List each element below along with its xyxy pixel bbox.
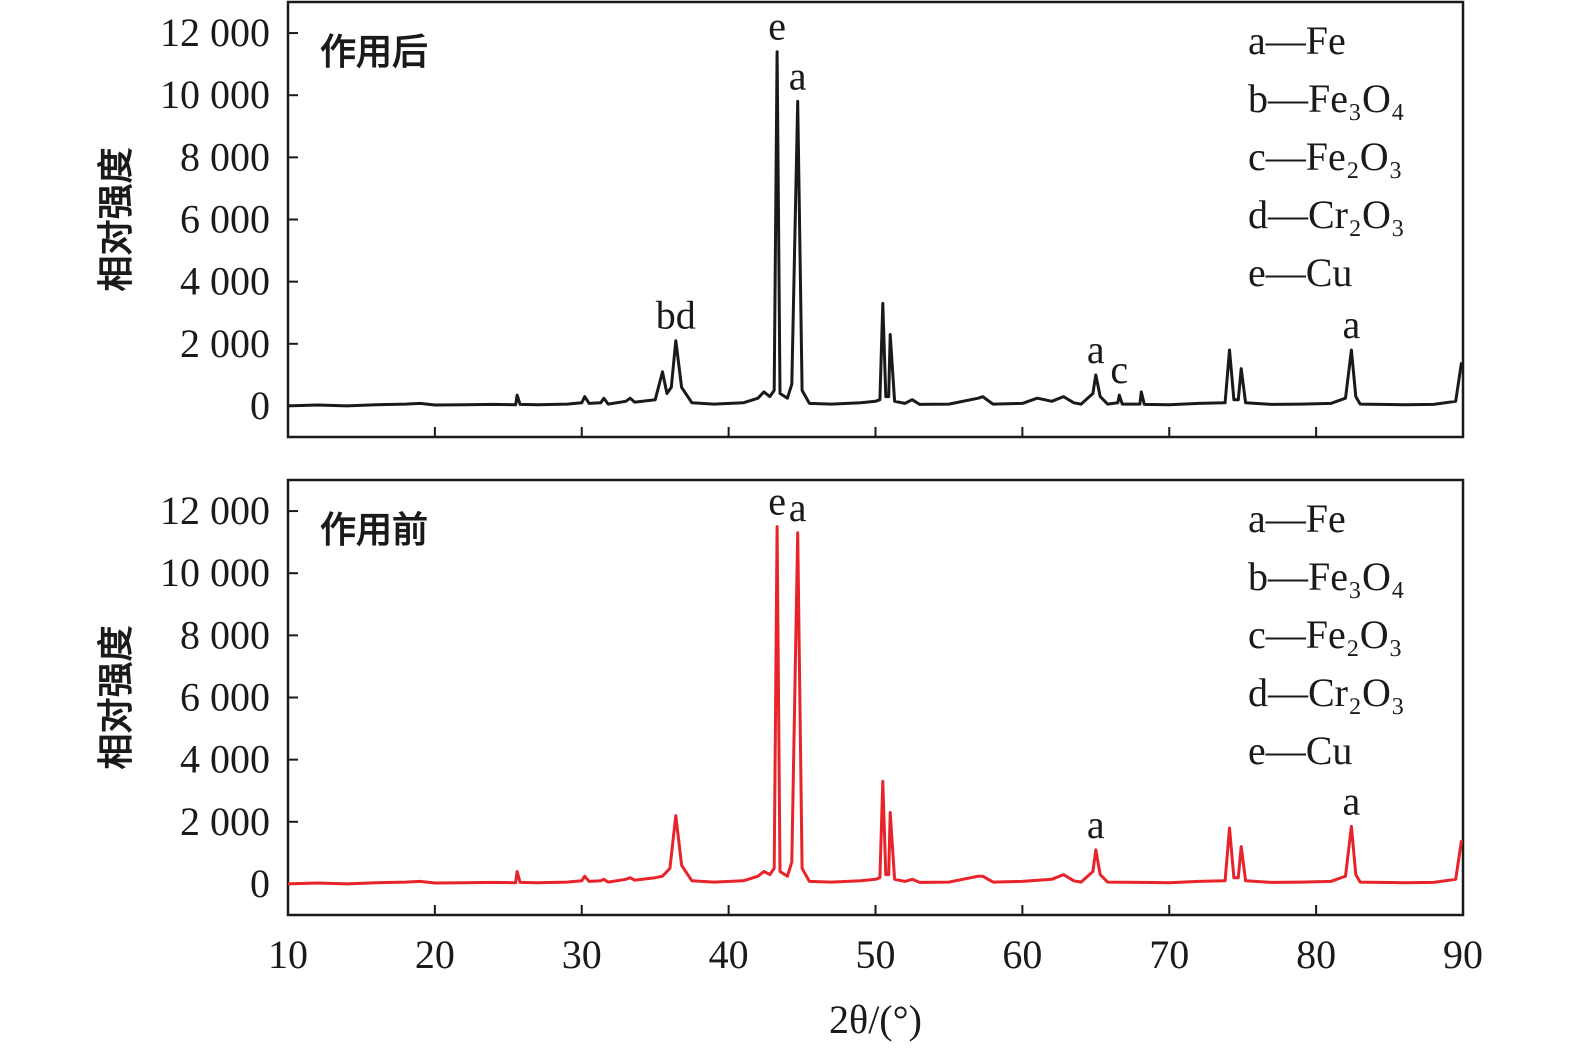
- x-axis-label: 2θ/(°): [829, 997, 922, 1042]
- legend-entry: d—Cr₂O₃: [1248, 192, 1405, 237]
- y-tick-label: 4 000: [180, 737, 270, 782]
- y-tick-label: 12 000: [160, 10, 270, 55]
- y-tick-label: 10 000: [160, 550, 270, 595]
- legend-entry: a—Fe: [1248, 496, 1346, 541]
- x-tick-label: 30: [562, 932, 602, 977]
- x-tick-label: 50: [856, 932, 896, 977]
- y-tick-label: 4 000: [180, 259, 270, 304]
- x-tick-label: 60: [1002, 932, 1042, 977]
- y-tick-label: 12 000: [160, 488, 270, 533]
- x-tick-label: 10: [268, 932, 308, 977]
- legend-entry: e—Cu: [1248, 250, 1352, 295]
- legend-entry: c—Fe₂O₃: [1248, 134, 1403, 179]
- peak-label: a: [789, 53, 807, 98]
- peak-label: c: [1110, 347, 1128, 392]
- x-tick-label: 70: [1149, 932, 1189, 977]
- y-tick-label: 10 000: [160, 72, 270, 117]
- y-tick-label: 8 000: [180, 612, 270, 657]
- peak-label: a: [1342, 778, 1360, 823]
- y-tick-label: 6 000: [180, 197, 270, 242]
- data-line: [287, 525, 1463, 886]
- legend-entry: b—Fe₃O₄: [1248, 554, 1405, 599]
- x-tick-label: 90: [1443, 932, 1483, 977]
- y-tick-label: 0: [250, 861, 270, 906]
- peak-label: a: [1087, 802, 1105, 847]
- peak-label: a: [1342, 302, 1360, 347]
- legend-entry: d—Cr₂O₃: [1248, 670, 1405, 715]
- panel-label: 作用前: [320, 510, 428, 551]
- peak-label: e: [768, 4, 786, 49]
- legend-entry: a—Fe: [1248, 18, 1346, 63]
- y-tick-label: 8 000: [180, 134, 270, 179]
- x-tick-label: 20: [415, 932, 455, 977]
- y-axis-label: 相对强度: [96, 147, 137, 291]
- peak-label: e: [768, 479, 786, 524]
- legend-entry: e—Cu: [1248, 728, 1352, 773]
- y-tick-label: 6 000: [180, 675, 270, 720]
- legend-entry: c—Fe₂O₃: [1248, 612, 1403, 657]
- data-line: [287, 50, 1463, 408]
- x-tick-label: 40: [709, 932, 749, 977]
- peak-label: bd: [656, 293, 696, 338]
- y-tick-label: 0: [250, 383, 270, 428]
- peak-label: a: [789, 485, 807, 530]
- peak-label: a: [1087, 327, 1105, 372]
- x-tick-label: 80: [1296, 932, 1336, 977]
- y-tick-label: 2 000: [180, 799, 270, 844]
- y-tick-label: 2 000: [180, 321, 270, 366]
- y-axis-label: 相对强度: [96, 625, 137, 769]
- panel-label: 作用后: [320, 32, 428, 73]
- legend-entry: b—Fe₃O₄: [1248, 76, 1405, 121]
